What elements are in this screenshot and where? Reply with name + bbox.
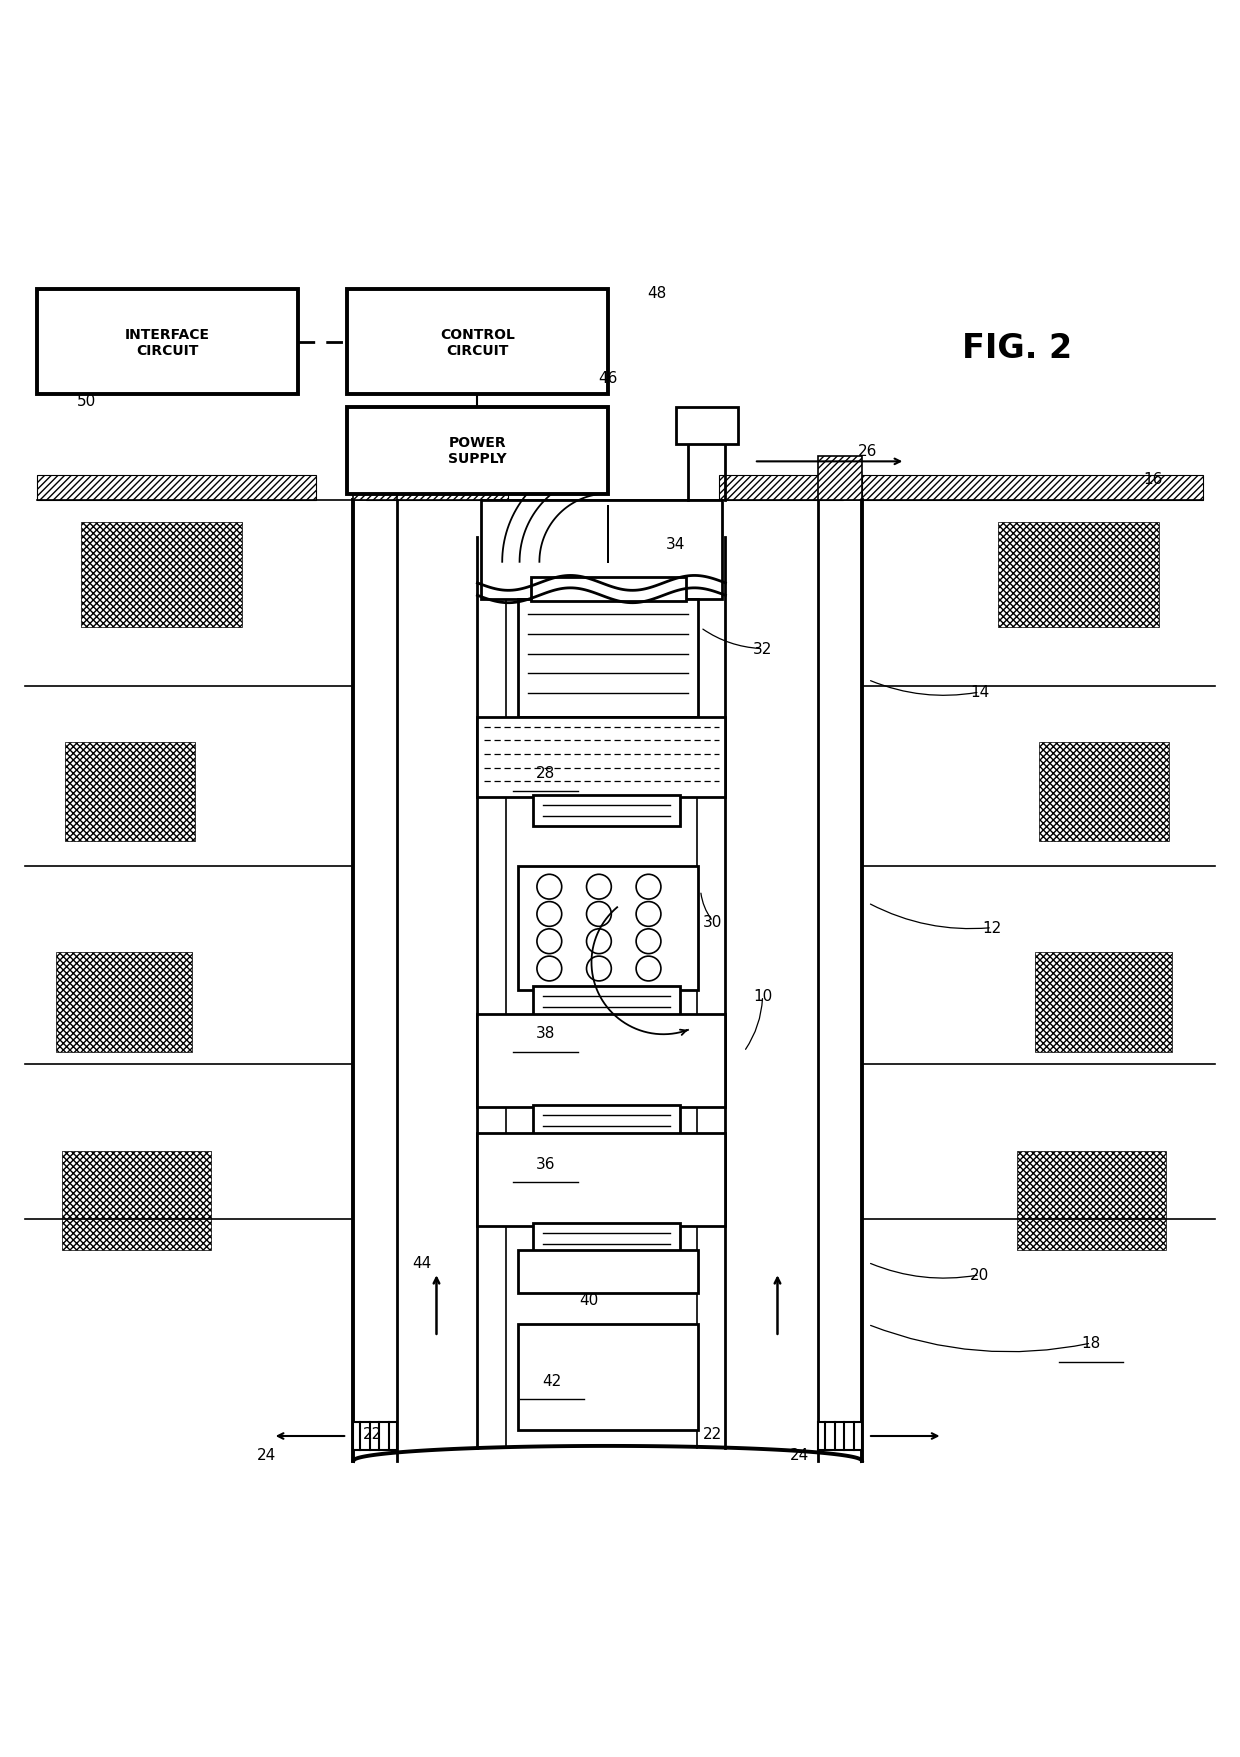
Text: 20: 20: [970, 1267, 990, 1283]
Bar: [477, 717, 725, 798]
Text: INTERFACE
CIRCUIT: INTERFACE CIRCUIT: [125, 327, 210, 358]
Bar: [81, 522, 242, 627]
Text: 10: 10: [753, 989, 773, 1003]
Text: 40: 40: [579, 1293, 599, 1307]
Text: 24: 24: [790, 1448, 810, 1462]
Bar: [818, 1423, 862, 1450]
Text: 32: 32: [753, 641, 773, 657]
Bar: [818, 457, 862, 501]
Bar: [347, 408, 608, 494]
Bar: [533, 986, 680, 1017]
Bar: [676, 408, 738, 445]
Text: 22: 22: [703, 1427, 723, 1441]
Text: 50: 50: [77, 394, 97, 409]
Bar: [37, 476, 316, 501]
Text: 16: 16: [1143, 473, 1163, 487]
Text: 26: 26: [858, 443, 878, 459]
Bar: [531, 578, 686, 603]
Bar: [533, 796, 680, 826]
Bar: [64, 741, 196, 842]
Bar: [518, 599, 698, 717]
Bar: [481, 501, 722, 599]
Text: 24: 24: [257, 1448, 277, 1462]
Bar: [998, 522, 1159, 627]
Text: 28: 28: [536, 766, 556, 780]
Bar: [1039, 741, 1168, 842]
Bar: [62, 1151, 211, 1251]
Text: 44: 44: [412, 1254, 432, 1270]
Text: 34: 34: [666, 536, 686, 552]
Text: 12: 12: [982, 921, 1002, 935]
Text: FIG. 2: FIG. 2: [962, 332, 1071, 364]
Bar: [353, 457, 397, 501]
Text: CONTROL
CIRCUIT: CONTROL CIRCUIT: [440, 327, 515, 358]
Bar: [531, 717, 686, 740]
Text: 48: 48: [647, 286, 667, 300]
Bar: [347, 290, 608, 395]
Bar: [477, 1133, 725, 1226]
Bar: [477, 1016, 725, 1107]
Text: 38: 38: [536, 1026, 556, 1040]
Text: 42: 42: [542, 1372, 562, 1388]
Bar: [353, 1423, 397, 1450]
Bar: [862, 476, 1203, 501]
Bar: [366, 476, 508, 501]
Text: 14: 14: [970, 685, 990, 699]
Bar: [533, 1105, 680, 1137]
Text: 36: 36: [536, 1156, 556, 1170]
Bar: [533, 1223, 680, 1254]
Text: 18: 18: [1081, 1335, 1101, 1351]
Bar: [518, 1251, 698, 1293]
Bar: [518, 866, 698, 989]
Bar: [56, 952, 192, 1052]
Bar: [1035, 952, 1172, 1052]
Bar: [719, 476, 843, 501]
Text: 22: 22: [362, 1427, 382, 1441]
Bar: [1017, 1151, 1166, 1251]
Text: 46: 46: [598, 371, 618, 385]
Text: 30: 30: [703, 914, 723, 929]
Bar: [37, 290, 298, 395]
Text: POWER
SUPPLY: POWER SUPPLY: [448, 436, 507, 466]
Bar: [518, 1325, 698, 1430]
